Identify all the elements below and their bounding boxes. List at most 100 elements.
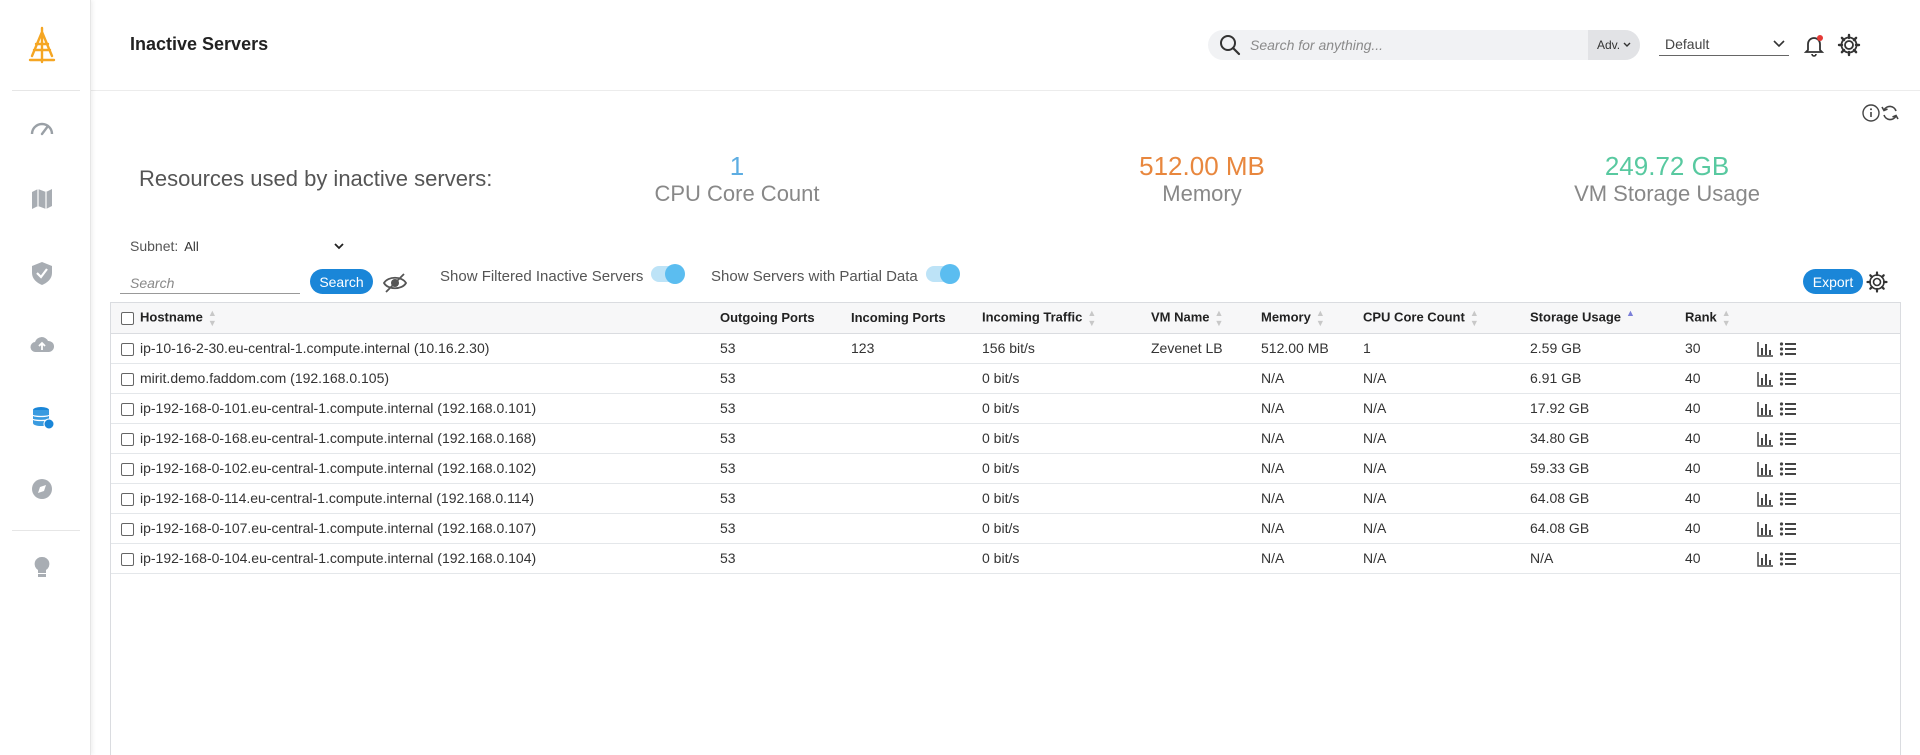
- cell-cpu: N/A: [1363, 490, 1387, 506]
- col-memory[interactable]: Memory ▲ ▼: [1261, 303, 1363, 334]
- sort-icon[interactable]: ▲ ▼: [1721, 307, 1731, 328]
- cell-vm-name: [1151, 453, 1261, 483]
- map-icon[interactable]: [27, 184, 57, 214]
- row-checkbox[interactable]: [121, 402, 134, 416]
- sort-icon[interactable]: ▲ ▼: [1087, 307, 1097, 328]
- search-button[interactable]: Search: [310, 269, 373, 294]
- cell-rank: 40: [1685, 460, 1701, 476]
- info-icon[interactable]: [1861, 103, 1881, 123]
- sort-icon[interactable]: ▲ ▼: [207, 307, 217, 328]
- shield-check-icon[interactable]: [27, 258, 57, 288]
- details-list-icon[interactable]: [1779, 341, 1797, 357]
- bar-chart-icon[interactable]: [1756, 341, 1774, 357]
- details-list-icon[interactable]: [1779, 401, 1797, 417]
- view-select[interactable]: Default: [1659, 32, 1789, 56]
- bar-chart-icon[interactable]: [1756, 521, 1774, 537]
- details-list-icon[interactable]: [1779, 431, 1797, 447]
- table-row[interactable]: ip-192-168-0-168.eu-central-1.compute.in…: [111, 423, 1900, 453]
- col-incoming-traffic[interactable]: Incoming Traffic ▲ ▼: [982, 303, 1151, 334]
- cell-cpu: 1: [1363, 340, 1371, 356]
- cell-cpu: N/A: [1363, 370, 1387, 386]
- cloud-upload-icon[interactable]: [27, 330, 57, 360]
- details-list-icon[interactable]: [1779, 461, 1797, 477]
- row-checkbox[interactable]: [121, 432, 134, 446]
- subnet-select-value: All: [184, 238, 199, 254]
- row-checkbox[interactable]: [121, 342, 134, 356]
- sort-icon[interactable]: ▲ ▼: [1469, 307, 1479, 328]
- compass-icon[interactable]: [27, 474, 57, 504]
- sort-asc-icon[interactable]: ▲: [1626, 307, 1635, 318]
- table-row[interactable]: ip-192-168-0-102.eu-central-1.compute.in…: [111, 453, 1900, 483]
- advanced-search-button[interactable]: Adv.: [1588, 30, 1640, 60]
- col-vm-name[interactable]: VM Name ▲ ▼: [1151, 303, 1261, 334]
- global-search: Adv.: [1208, 30, 1640, 60]
- hide-eye-icon[interactable]: [382, 272, 408, 294]
- row-checkbox[interactable]: [121, 522, 134, 536]
- row-checkbox[interactable]: [121, 492, 134, 506]
- bar-chart-icon[interactable]: [1756, 371, 1774, 387]
- table-row[interactable]: ip-192-168-0-101.eu-central-1.compute.in…: [111, 393, 1900, 423]
- cell-incoming-traffic: 0 bit/s: [982, 430, 1020, 446]
- details-list-icon[interactable]: [1779, 551, 1797, 567]
- bar-chart-icon[interactable]: [1756, 401, 1774, 417]
- sidebar-divider: [12, 530, 80, 531]
- details-list-icon[interactable]: [1779, 521, 1797, 537]
- sort-icon[interactable]: ▲ ▼: [1214, 307, 1224, 328]
- servers-table: Hostname ▲ ▼ Outgoing Ports Incoming Ports…: [110, 302, 1901, 755]
- subnet-select[interactable]: All: [184, 239, 344, 254]
- row-actions: [1756, 423, 1900, 453]
- logo-icon[interactable]: [26, 26, 58, 66]
- cell-storage: 34.80 GB: [1530, 430, 1590, 446]
- bar-chart-icon[interactable]: [1756, 491, 1774, 507]
- sort-icon[interactable]: ▲ ▼: [1315, 307, 1325, 328]
- refresh-icon[interactable]: [1880, 103, 1900, 123]
- row-actions: [1756, 393, 1900, 423]
- table-row[interactable]: ip-10-16-2-30.eu-central-1.compute.inter…: [111, 333, 1900, 363]
- table-row[interactable]: ip-192-168-0-114.eu-central-1.compute.in…: [111, 483, 1900, 513]
- col-rank[interactable]: Rank ▲ ▼: [1685, 303, 1756, 334]
- cell-vm-name: Zevenet LB: [1151, 340, 1223, 356]
- bar-chart-icon[interactable]: [1756, 461, 1774, 477]
- lightbulb-icon[interactable]: [27, 552, 57, 582]
- export-button[interactable]: Export: [1803, 269, 1863, 294]
- global-search-input[interactable]: [1250, 37, 1590, 53]
- toggle-partial-switch[interactable]: [926, 264, 960, 284]
- cell-incoming-traffic: 0 bit/s: [982, 490, 1020, 506]
- row-checkbox[interactable]: [121, 462, 134, 476]
- cell-memory: N/A: [1261, 520, 1285, 536]
- table-search-input[interactable]: [120, 272, 300, 294]
- col-hostname-label: Hostname: [140, 309, 203, 325]
- settings-gear-icon[interactable]: [1837, 33, 1861, 57]
- col-cpu[interactable]: CPU Core Count ▲ ▼: [1363, 303, 1530, 334]
- col-outgoing-ports[interactable]: Outgoing Ports: [720, 303, 851, 334]
- row-checkbox[interactable]: [121, 552, 134, 566]
- cell-vm-name: [1151, 483, 1261, 513]
- select-all-checkbox[interactable]: [121, 312, 134, 326]
- search-icon[interactable]: [1219, 34, 1241, 56]
- bar-chart-icon[interactable]: [1756, 551, 1774, 567]
- top-header: Inactive Servers Adv. Default V: [91, 0, 1920, 91]
- notification-bell-icon[interactable]: [1802, 33, 1826, 57]
- col-incoming-ports[interactable]: Incoming Ports: [851, 303, 982, 334]
- subnet-label: Subnet:: [130, 238, 179, 254]
- col-storage[interactable]: Storage Usage ▲: [1530, 303, 1685, 334]
- col-hostname[interactable]: Hostname ▲ ▼: [140, 303, 720, 334]
- row-checkbox[interactable]: [121, 372, 134, 386]
- toggle-filtered-switch[interactable]: [651, 264, 685, 284]
- cell-cpu: N/A: [1363, 400, 1387, 416]
- cpu-stat-label: CPU Core Count: [654, 181, 820, 206]
- dashboard-gauge-icon[interactable]: [27, 114, 57, 144]
- cell-storage: 64.08 GB: [1530, 490, 1590, 506]
- col-rank-label: Rank: [1685, 309, 1717, 325]
- table-settings-gear-icon[interactable]: [1866, 271, 1888, 293]
- inactive-servers-database-icon[interactable]: [27, 402, 57, 432]
- storage-stat: 249.72 GB VM Storage Usage: [1537, 151, 1797, 207]
- details-list-icon[interactable]: [1779, 371, 1797, 387]
- table-row[interactable]: ip-192-168-0-104.eu-central-1.compute.in…: [111, 543, 1900, 573]
- details-list-icon[interactable]: [1779, 491, 1797, 507]
- table-row[interactable]: mirit.demo.faddom.com (192.168.0.105) 53 0…: [111, 363, 1900, 393]
- bar-chart-icon[interactable]: [1756, 431, 1774, 447]
- table-row[interactable]: ip-192-168-0-107.eu-central-1.compute.in…: [111, 513, 1900, 543]
- col-memory-label: Memory: [1261, 309, 1311, 325]
- cell-hostname: ip-192-168-0-101.eu-central-1.compute.in…: [140, 400, 537, 416]
